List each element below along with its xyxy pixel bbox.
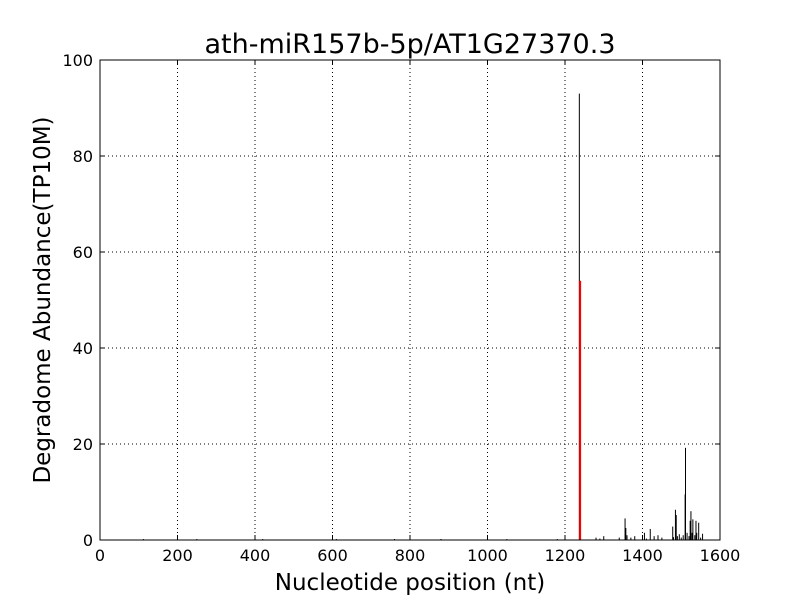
x-tick-label: 400 [240,546,271,565]
y-tick-label: 80 [73,147,93,166]
x-tick-label: 0 [95,546,105,565]
y-tick-label: 40 [73,339,93,358]
y-tick-label: 100 [62,51,93,70]
x-tick-label: 1600 [700,546,741,565]
y-tick-label: 0 [83,531,93,550]
x-axis-label: Nucleotide position (nt) [275,570,545,596]
y-axis-label: Degradome Abundance(TP10M) [30,116,56,483]
grid [100,60,720,540]
x-tick-label: 800 [395,546,426,565]
x-tick-label: 600 [317,546,348,565]
x-tick-label: 1400 [622,546,663,565]
x-tick-label: 1200 [545,546,586,565]
axis-ticks: 0 200 400 600 800 1000 1200 1400 1600 0 20 40 60 80 10… [62,51,740,565]
y-tick-label: 20 [73,435,93,454]
chart-title: ath-miR157b-5p/AT1G27370.3 [205,29,616,60]
x-tick-label: 200 [162,546,193,565]
y-tick-label: 60 [73,243,93,262]
x-tick-label: 1000 [467,546,508,565]
